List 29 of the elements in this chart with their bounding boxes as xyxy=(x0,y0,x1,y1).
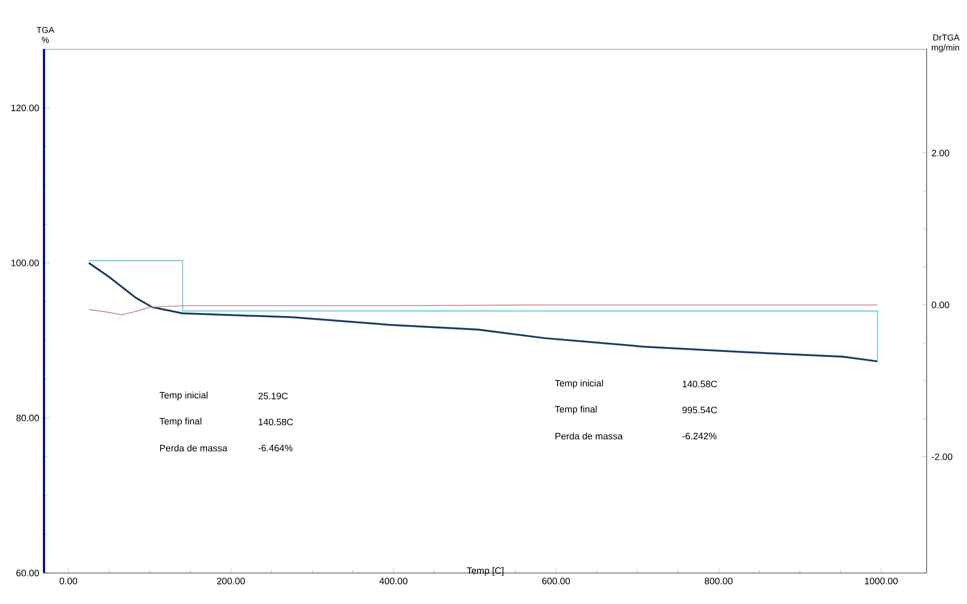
y-tick-label: 100.00 xyxy=(11,260,39,266)
annotation: Temp final xyxy=(554,406,597,414)
y2-tick-label: 0.00 xyxy=(932,302,950,308)
y-tick-label: 60.00 xyxy=(16,570,39,576)
annotation: -6.464% xyxy=(258,444,292,452)
y2-tick-label: 2.00 xyxy=(932,150,950,156)
annotation: 995.54C xyxy=(682,406,717,414)
x-tick-label: 800.00 xyxy=(704,578,733,584)
x-tick-label: 600.00 xyxy=(542,578,570,584)
y-axis-title: TGA % xyxy=(36,26,54,43)
annotation: 25.19C xyxy=(258,392,288,400)
annotation: Temp final xyxy=(160,418,202,426)
annotation: Perda de massa xyxy=(555,432,623,440)
y-tick-label: 120.00 xyxy=(11,104,39,112)
x-tick-label: 200.00 xyxy=(217,578,245,584)
y-tick-label: 80.00 xyxy=(16,414,39,422)
y2-axis-title: DrTGA mg/min xyxy=(932,34,960,52)
annotation: 140.58C xyxy=(682,380,717,388)
x-axis-title: Temp [C] xyxy=(466,567,504,576)
annotation: Perda de massa xyxy=(160,444,228,452)
annotation: -6.242% xyxy=(682,432,716,440)
annotation: Temp inicial xyxy=(160,392,208,400)
y2-tick-label: -2.00 xyxy=(932,454,952,460)
line-series xyxy=(88,304,878,316)
annotation: 140.58C xyxy=(258,418,293,426)
x-tick-label: 400.00 xyxy=(379,578,408,584)
annotation: Temp inicial xyxy=(554,380,603,388)
x-tick-label: 1000.00 xyxy=(865,578,898,584)
x-tick-label: 0.00 xyxy=(60,578,78,584)
